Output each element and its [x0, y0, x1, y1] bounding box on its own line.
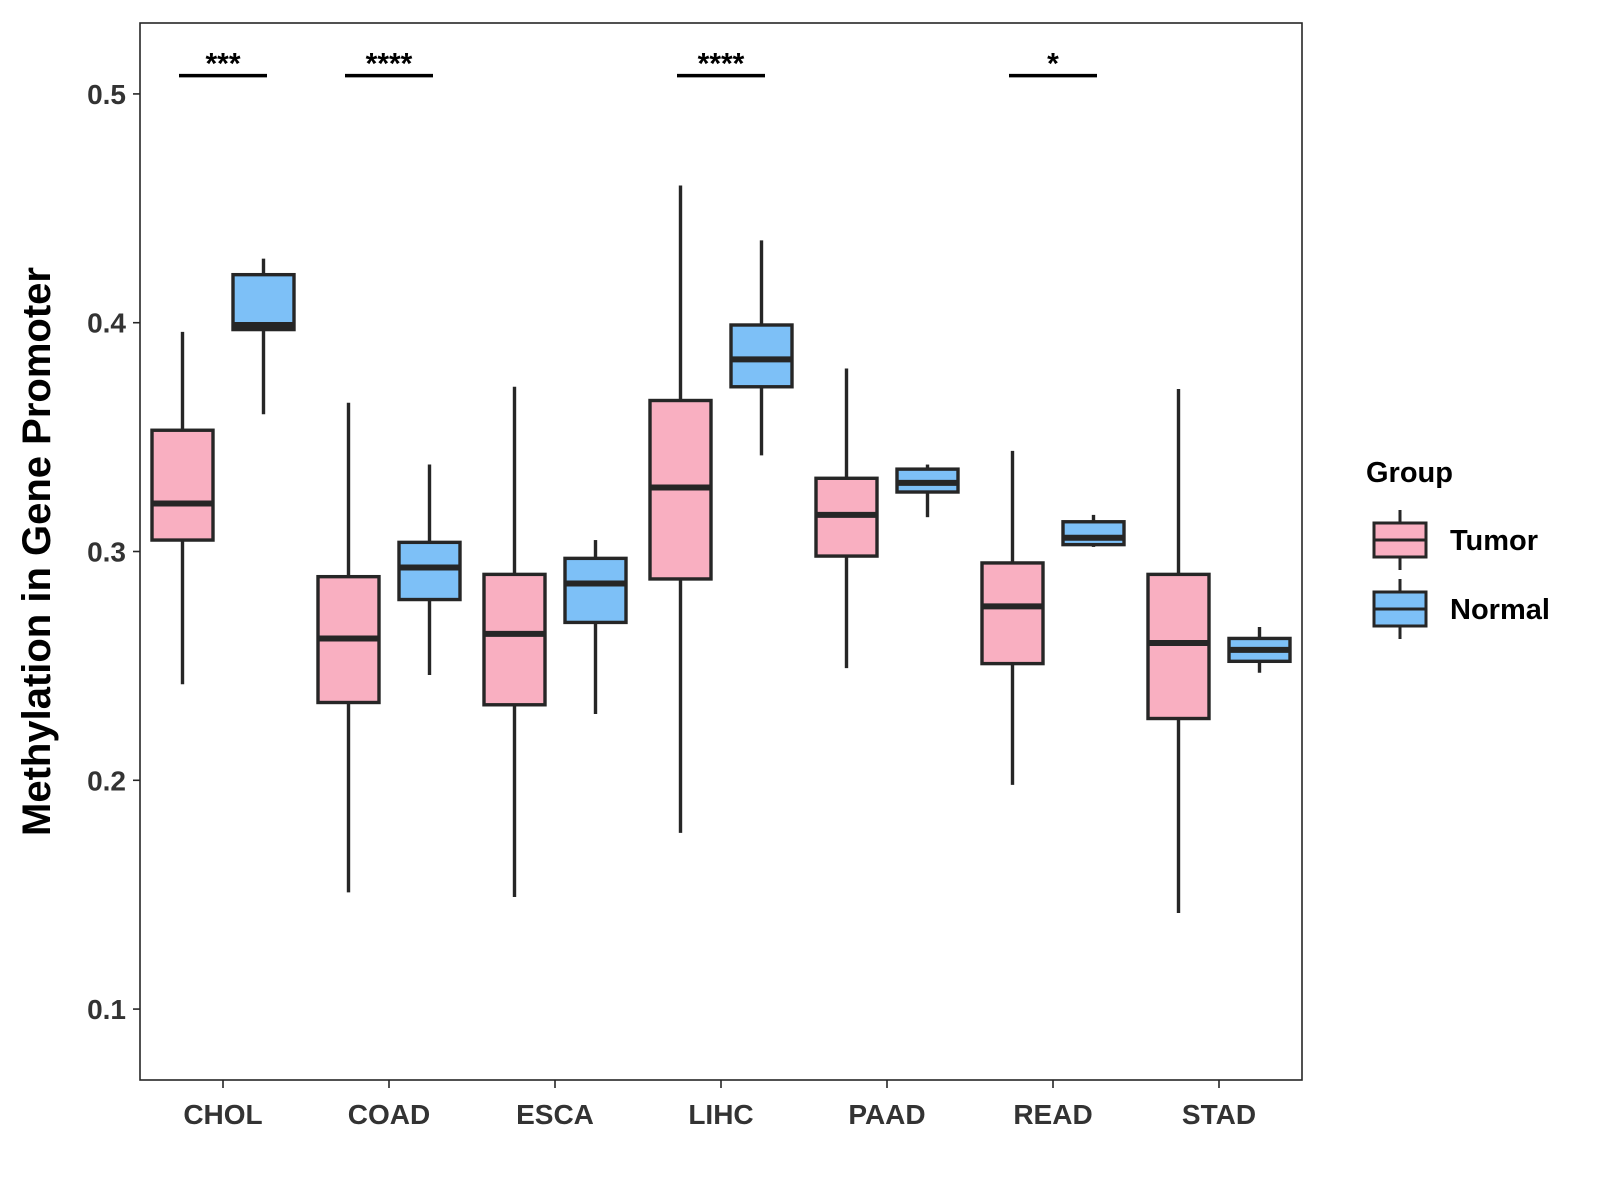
box-normal-esca	[563, 540, 628, 714]
x-tick-label: READ	[1013, 1099, 1092, 1130]
x-tick-label: CHOL	[183, 1099, 262, 1130]
box-tumor-paad	[814, 368, 879, 669]
box-tumor-esca	[482, 386, 547, 897]
x-tick-label: COAD	[348, 1099, 430, 1130]
significance-read: *	[1009, 48, 1097, 81]
box-tumor-chol	[150, 331, 215, 685]
significance-chol: ***	[179, 48, 267, 81]
box-normal-coad	[397, 464, 462, 676]
box-iqr	[729, 323, 794, 389]
significance-lihc: ****	[677, 48, 765, 81]
x-tick-label: LIHC	[688, 1099, 753, 1130]
box-iqr	[397, 540, 462, 602]
legend: Group Tumor Normal	[1366, 457, 1550, 639]
box-iqr	[231, 272, 296, 332]
y-tick-label: 0.3	[87, 537, 126, 568]
box-iqr	[150, 428, 215, 542]
x-tick-label: STAD	[1182, 1099, 1256, 1130]
box-iqr	[1146, 572, 1211, 721]
legend-label: Normal	[1450, 594, 1550, 626]
y-tick-label: 0.5	[87, 79, 126, 110]
significance-coad: ****	[345, 48, 433, 81]
box-tumor-coad	[316, 402, 381, 893]
significance-label: ****	[366, 48, 413, 81]
x-tick-label: ESCA	[516, 1099, 594, 1130]
significance-label: *	[1047, 48, 1059, 81]
legend-title: Group	[1366, 457, 1453, 489]
box-iqr	[1061, 520, 1126, 547]
y-tick-label: 0.2	[87, 765, 126, 796]
box-normal-stad	[1227, 627, 1292, 673]
plot-panel-border	[139, 22, 1303, 1081]
significance-label: ***	[205, 48, 240, 81]
y-tick-label: 0.1	[87, 994, 126, 1025]
box-normal-chol	[231, 258, 296, 415]
x-tick-label: PAAD	[848, 1099, 925, 1130]
box-iqr	[563, 556, 628, 625]
legend-label: Tumor	[1450, 525, 1538, 557]
legend-entry-tumor: Tumor	[1372, 510, 1538, 570]
y-axis-title: Methylation in Gene Promoter	[15, 267, 59, 836]
significance-label: ****	[698, 48, 745, 81]
box-tumor-stad	[1146, 389, 1211, 913]
plot-area: 0.1 0.2 0.3 0.4 0.5 CHOL COAD ESCA LIHC PAAD READ S…	[15, 22, 1303, 1130]
box-normal-paad	[895, 464, 960, 518]
y-tick-label: 0.4	[87, 308, 126, 339]
legend-entry-normal: Normal	[1372, 579, 1550, 639]
box-tumor-lihc	[648, 185, 713, 833]
box-tumor-read	[980, 450, 1045, 785]
box-normal-read	[1061, 514, 1126, 547]
box-normal-lihc	[729, 240, 794, 456]
box-iqr	[980, 561, 1045, 666]
box-iqr	[482, 572, 547, 707]
